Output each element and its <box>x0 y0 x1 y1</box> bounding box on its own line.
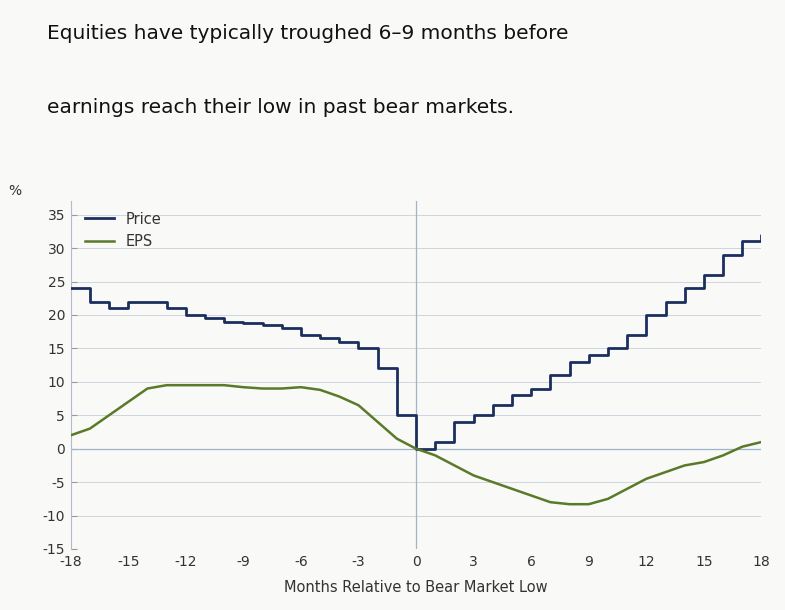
EPS <box>430 452 440 459</box>
EPS <box>738 443 747 450</box>
Price <box>546 371 555 379</box>
EPS <box>373 418 382 426</box>
Line: EPS: EPS <box>71 385 761 504</box>
Text: earnings reach their low in past bear markets.: earnings reach their low in past bear ma… <box>47 98 514 117</box>
Price <box>584 351 593 359</box>
EPS <box>411 445 421 453</box>
EPS <box>469 472 478 479</box>
Price <box>257 321 267 329</box>
Price <box>277 325 287 332</box>
Price <box>373 365 382 372</box>
Price <box>354 345 363 352</box>
Price <box>661 298 670 305</box>
Price <box>527 385 536 392</box>
EPS <box>162 381 171 389</box>
Price <box>623 331 632 339</box>
EPS <box>277 385 287 392</box>
EPS <box>507 485 517 492</box>
Price <box>66 284 75 292</box>
EPS <box>123 398 133 406</box>
EPS <box>66 432 75 439</box>
Price <box>469 412 478 419</box>
Price <box>181 311 191 318</box>
EPS <box>334 393 344 400</box>
EPS <box>354 401 363 409</box>
EPS <box>680 462 689 469</box>
EPS <box>699 459 709 466</box>
Price <box>757 231 766 239</box>
Price <box>718 251 728 259</box>
EPS <box>641 475 651 483</box>
Price <box>738 238 747 245</box>
Price <box>430 439 440 446</box>
Price <box>507 392 517 399</box>
Price <box>239 320 248 327</box>
EPS <box>661 468 670 476</box>
Price <box>411 445 421 453</box>
X-axis label: Months Relative to Bear Market Low: Months Relative to Bear Market Low <box>284 580 548 595</box>
EPS <box>488 478 498 486</box>
EPS <box>565 501 575 508</box>
Price <box>162 304 171 312</box>
Price <box>334 338 344 345</box>
Price <box>104 304 114 312</box>
EPS <box>392 435 402 442</box>
Price <box>296 331 305 339</box>
EPS <box>757 439 766 446</box>
Price <box>200 315 210 322</box>
EPS <box>584 501 593 508</box>
Price <box>85 298 94 305</box>
Price <box>565 358 575 365</box>
Price <box>603 345 612 352</box>
EPS <box>143 385 152 392</box>
EPS <box>181 381 191 389</box>
Price <box>220 318 229 325</box>
EPS <box>104 412 114 419</box>
EPS <box>603 495 612 503</box>
Price <box>123 298 133 305</box>
Price <box>316 335 325 342</box>
EPS <box>450 462 459 469</box>
Price <box>641 311 651 318</box>
Price <box>143 298 152 305</box>
Price <box>680 284 689 292</box>
Text: %: % <box>9 184 22 198</box>
Price <box>392 412 402 419</box>
EPS <box>316 386 325 393</box>
Price <box>488 401 498 409</box>
EPS <box>220 381 229 389</box>
Price <box>450 418 459 426</box>
EPS <box>718 452 728 459</box>
EPS <box>200 381 210 389</box>
EPS <box>296 384 305 391</box>
Price <box>699 271 709 279</box>
EPS <box>546 498 555 506</box>
EPS <box>623 485 632 492</box>
Legend: Price, EPS: Price, EPS <box>85 212 162 249</box>
EPS <box>527 492 536 499</box>
Text: Equities have typically troughed 6–9 months before: Equities have typically troughed 6–9 mon… <box>47 24 568 43</box>
EPS <box>239 384 248 391</box>
EPS <box>257 385 267 392</box>
Line: Price: Price <box>71 235 761 449</box>
EPS <box>85 425 94 432</box>
